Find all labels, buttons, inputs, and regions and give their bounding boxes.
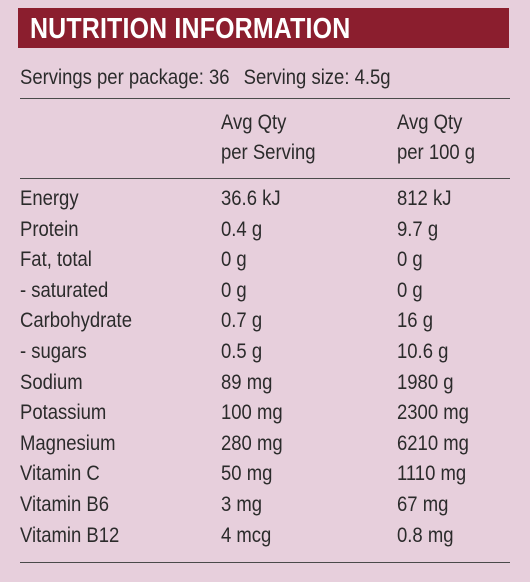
- table-row: Energy 36.6 kJ 812 kJ: [0, 184, 530, 215]
- table-row: Magnesium 280 mg 6210 mg: [0, 429, 530, 460]
- table-row: Potassium 100 mg 2300 mg: [0, 398, 530, 429]
- table-row: - saturated 0 g 0 g: [0, 276, 530, 307]
- nutrient-name: - saturated: [20, 278, 109, 302]
- per-100g-value: 0.8 mg: [397, 523, 454, 547]
- per-100g-value: 67 mg: [397, 492, 449, 516]
- header-per-serving: Avg Qty per Serving: [221, 108, 316, 168]
- nutrient-name: Vitamin B12: [20, 523, 120, 547]
- per-serving-value: 50 mg: [221, 462, 273, 486]
- serving-size: Serving size: 4.5g: [243, 66, 391, 89]
- nutrient-name: Vitamin C: [20, 462, 100, 486]
- per-100g-value: 0 g: [397, 278, 423, 302]
- nutrient-name: Vitamin B6: [20, 492, 110, 516]
- nutrient-name: Magnesium: [20, 431, 116, 455]
- per-100g-value: 2300 mg: [397, 401, 469, 425]
- title-banner: NUTRITION INFORMATION: [18, 8, 509, 48]
- per-100g-value: 0 g: [397, 248, 423, 272]
- nutrient-name: Potassium: [20, 401, 107, 425]
- nutrient-name: Energy: [20, 187, 79, 210]
- table-row: Carbohydrate 0.7 g 16 g: [0, 306, 530, 337]
- table-row: Vitamin B6 3 mg 67 mg: [0, 490, 530, 521]
- per-serving-value: 89 mg: [221, 370, 273, 394]
- per-serving-value: 100 mg: [221, 401, 283, 425]
- per-serving-value: 0.7 g: [221, 309, 263, 333]
- per-100g-value: 9.7 g: [397, 217, 439, 241]
- bottom-divider: [20, 562, 510, 563]
- per-serving-value: 36.6 kJ: [221, 187, 281, 210]
- header-per-serving-line2: per Serving: [221, 141, 316, 164]
- per-serving-value: 0.4 g: [221, 217, 263, 241]
- page-title: NUTRITION INFORMATION: [30, 13, 351, 45]
- servings-per-package: Servings per package: 36: [20, 66, 230, 89]
- table-row: Protein 0.4 g 9.7 g: [0, 215, 530, 246]
- nutrient-name: - sugars: [20, 339, 87, 363]
- nutrition-table: Energy 36.6 kJ 812 kJ Protein 0.4 g 9.7 …: [0, 184, 530, 551]
- header-per-100g-line1: Avg Qty: [397, 111, 463, 134]
- header-divider: [20, 178, 510, 179]
- per-serving-value: 0.5 g: [221, 339, 263, 363]
- per-100g-value: 1110 mg: [397, 462, 467, 486]
- per-serving-value: 280 mg: [221, 431, 283, 455]
- per-100g-value: 10.6 g: [397, 339, 449, 363]
- header-per-serving-line1: Avg Qty: [221, 111, 287, 134]
- header-per-100g-line2: per 100 g: [397, 141, 476, 164]
- nutrient-name: Fat, total: [20, 248, 92, 272]
- per-100g-value: 16 g: [397, 309, 433, 333]
- nutrient-name: Carbohydrate: [20, 309, 132, 333]
- nutrient-name: Sodium: [20, 370, 83, 394]
- nutrient-name: Protein: [20, 217, 79, 241]
- top-divider: [20, 98, 510, 99]
- table-row: - sugars 0.5 g 10.6 g: [0, 337, 530, 368]
- per-100g-value: 6210 mg: [397, 431, 469, 455]
- table-row: Sodium 89 mg 1980 g: [0, 368, 530, 399]
- header-per-100g: Avg Qty per 100 g: [397, 108, 475, 168]
- per-serving-value: 3 mg: [221, 492, 263, 516]
- per-serving-value: 4 mcg: [221, 523, 272, 547]
- per-100g-value: 1980 g: [397, 370, 454, 394]
- per-serving-value: 0 g: [221, 248, 247, 272]
- table-row: Vitamin C 50 mg 1110 mg: [0, 459, 530, 490]
- servings-line: Servings per package: 36 Serving size: 4.…: [20, 64, 391, 92]
- per-serving-value: 0 g: [221, 278, 247, 302]
- table-row: Vitamin B12 4 mcg 0.8 mg: [0, 521, 530, 552]
- per-100g-value: 812 kJ: [397, 187, 452, 210]
- table-row: Fat, total 0 g 0 g: [0, 245, 530, 276]
